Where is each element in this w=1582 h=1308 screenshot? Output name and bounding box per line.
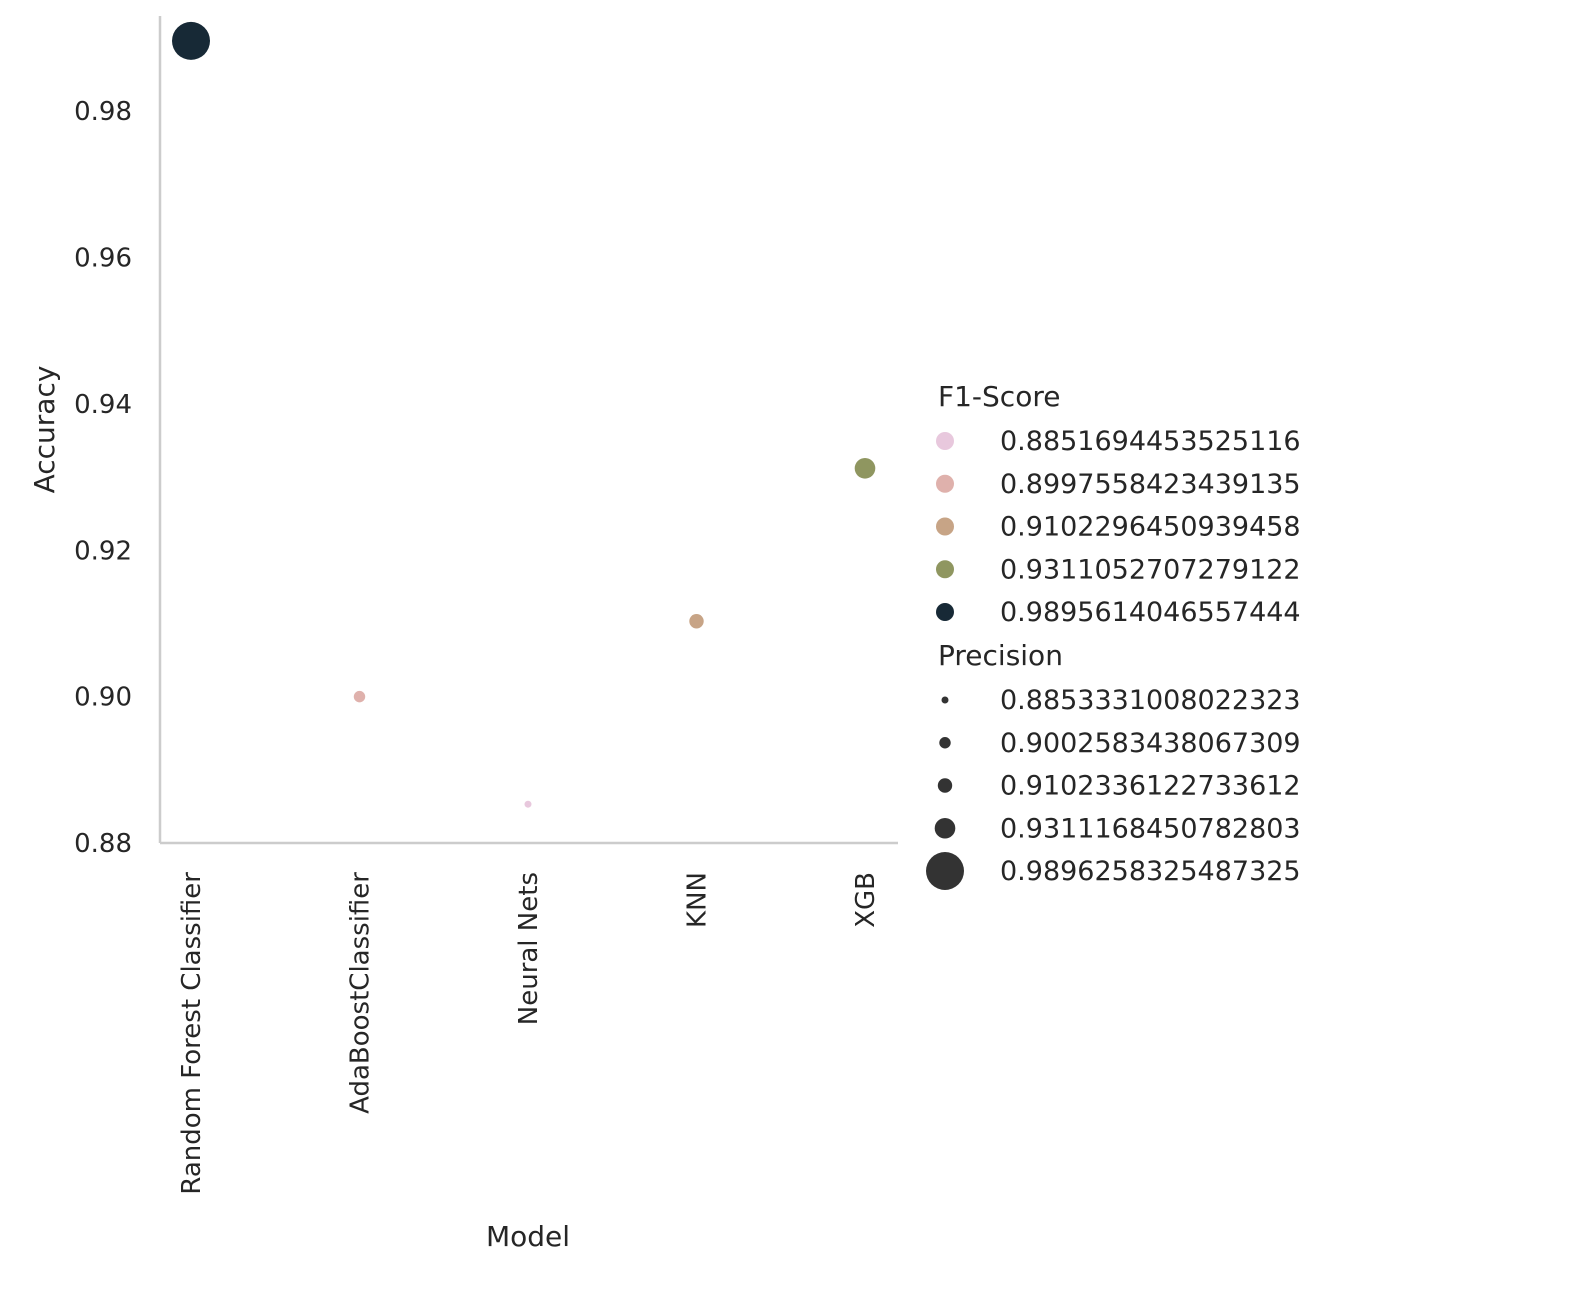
legend-hue-marker: [936, 432, 954, 450]
x-tick-label: AdaBoostClassifier: [346, 872, 376, 1114]
y-tick-label: 0.90: [74, 683, 132, 713]
x-tick-label: XGB: [851, 872, 881, 928]
legend-size-label: 0.9896258325487325: [1000, 856, 1301, 887]
legend-size-marker: [937, 778, 953, 793]
y-tick-label: 0.98: [74, 97, 132, 127]
legend-hue-label: 0.9311052707279122: [1000, 554, 1301, 585]
data-point: [353, 690, 366, 703]
legend-size-marker: [926, 852, 964, 890]
legend-hue-label: 0.8997558423439135: [1000, 469, 1301, 500]
data-point: [172, 21, 210, 60]
data-point: [854, 457, 876, 479]
legend-hue-title: F1-Score: [938, 380, 1060, 413]
y-axis-label: Accuracy: [28, 366, 61, 494]
legend-hue-label: 0.8851694453525116: [1000, 426, 1301, 457]
legend-hue-marker: [936, 517, 954, 536]
data-point: [689, 614, 704, 629]
legend-hue-marker: [936, 603, 954, 621]
legend-hue-label: 0.9102296450939458: [1000, 512, 1301, 543]
legend-hue-marker: [936, 474, 954, 493]
legend-hue-label: 0.9895614046557444: [1000, 597, 1301, 628]
x-tick-label: Random Forest Classifier: [177, 872, 207, 1195]
legend-size-label: 0.9102336122733612: [1000, 771, 1301, 802]
legend-size-label: 0.9311168450782803: [1000, 813, 1301, 844]
legend-size-marker: [934, 817, 956, 839]
legend-size-label: 0.8853331008022323: [1000, 685, 1301, 716]
legend-size-marker: [941, 696, 949, 704]
x-tick-label: KNN: [683, 872, 713, 928]
x-tick-label: Neural Nets: [514, 872, 544, 1025]
y-tick-label: 0.94: [74, 390, 132, 420]
y-tick-label: 0.92: [74, 536, 132, 566]
legend-size-marker: [939, 737, 951, 749]
x-axis-label: Model: [486, 1220, 570, 1253]
legend-hue-marker: [936, 560, 954, 579]
y-tick-label: 0.88: [74, 829, 132, 859]
y-tick-label: 0.96: [74, 244, 132, 274]
legend-size-title: Precision: [938, 639, 1063, 672]
legend-size-label: 0.9002583438067309: [1000, 728, 1301, 759]
data-point: [524, 800, 532, 808]
